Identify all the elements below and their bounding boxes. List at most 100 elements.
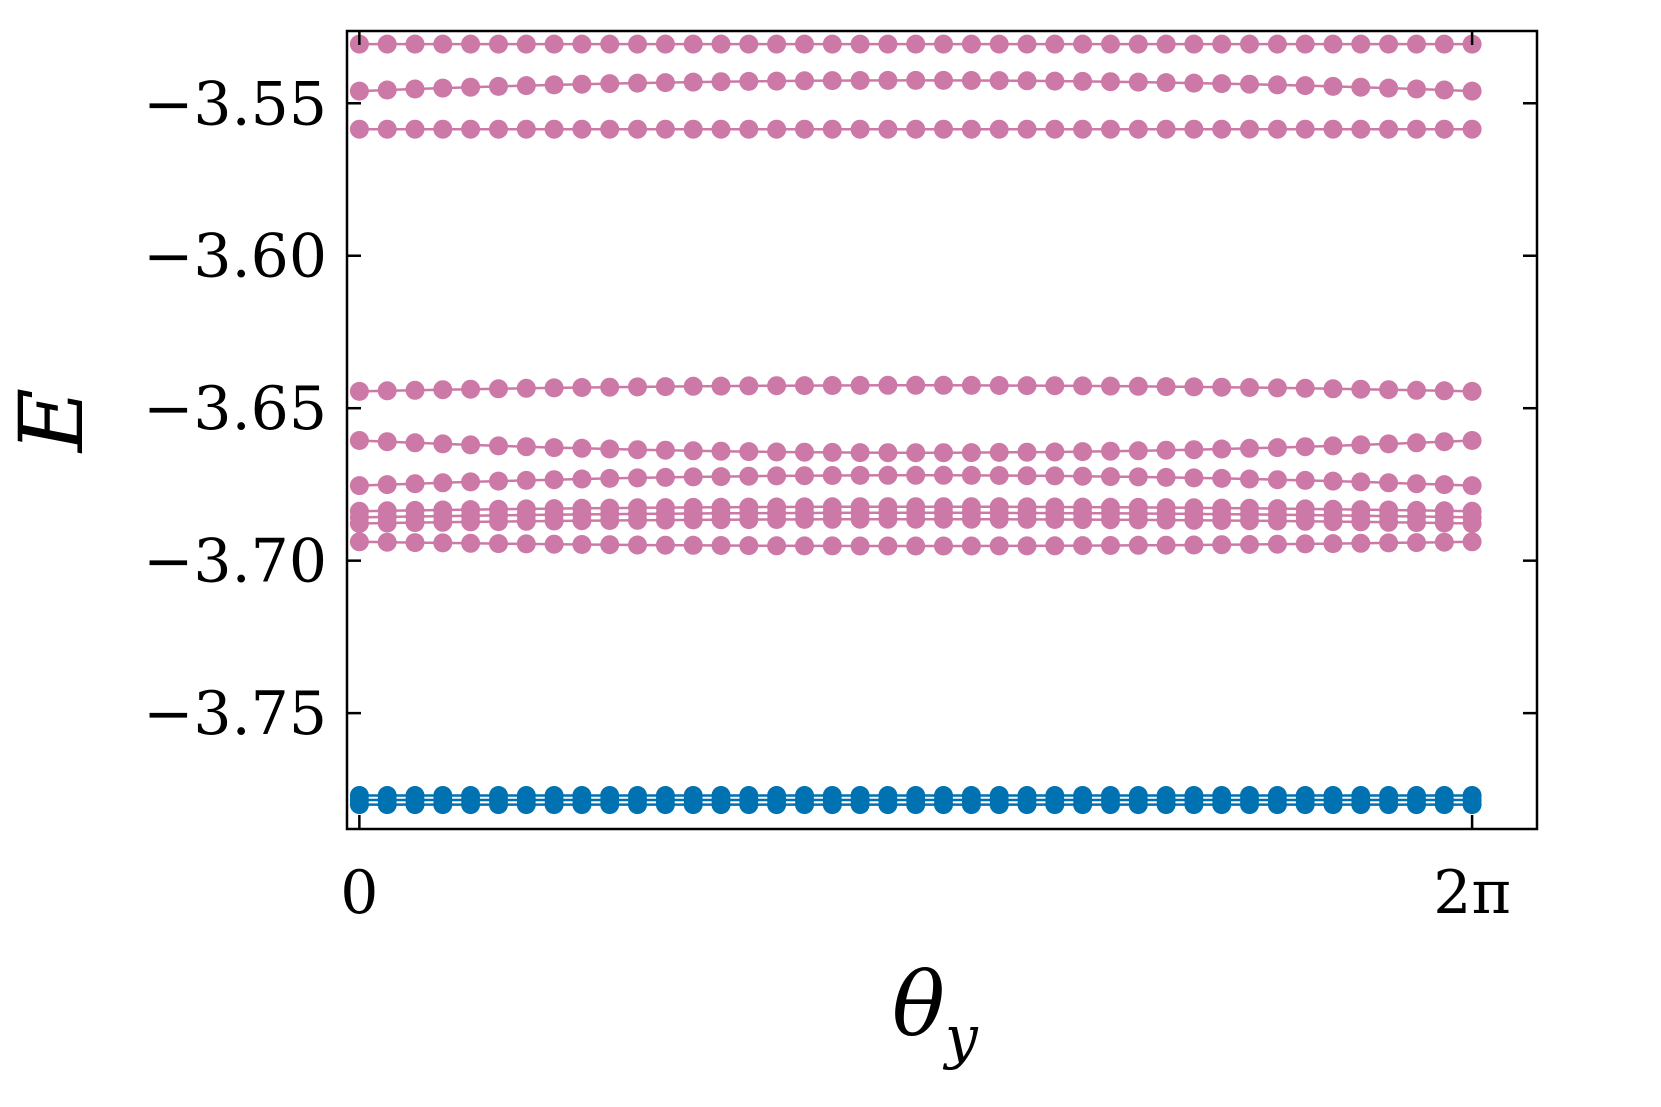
data-point [1407, 433, 1426, 453]
data-point [850, 375, 870, 395]
data-point [1379, 119, 1399, 139]
data-point [1379, 34, 1399, 54]
data-point [906, 443, 926, 463]
data-point [1407, 119, 1426, 139]
data-point [961, 443, 981, 463]
data-point [1184, 795, 1204, 815]
data-point [989, 442, 1009, 462]
data-point [1240, 438, 1259, 458]
data-point [989, 119, 1009, 139]
data-point [934, 443, 953, 463]
data-point [1184, 535, 1204, 555]
data-point [711, 510, 731, 530]
data-point [878, 536, 898, 556]
data-point [1434, 795, 1454, 815]
data-point [489, 795, 508, 815]
x-tick-label: 2π [1433, 858, 1511, 928]
data-point [544, 511, 564, 531]
data-point [628, 440, 647, 460]
data-point [961, 375, 981, 395]
data-point [1073, 71, 1093, 91]
data-point [572, 469, 592, 489]
data-point [1323, 76, 1343, 96]
data-point [961, 119, 981, 139]
data-point [489, 119, 508, 139]
data-point [1323, 512, 1343, 532]
data-point [572, 378, 592, 397]
data-point [1379, 512, 1399, 532]
data-point [1045, 466, 1065, 486]
data-point [850, 536, 870, 556]
data-point [1295, 437, 1315, 457]
data-point [544, 470, 564, 490]
data-point [655, 377, 675, 397]
data-point [822, 536, 842, 556]
data-point [1351, 77, 1371, 97]
data-point [544, 795, 564, 815]
data-point [433, 473, 453, 493]
data-point [572, 511, 592, 531]
data-point [1101, 536, 1120, 555]
data-point [1267, 34, 1287, 54]
data-point [795, 466, 814, 486]
data-point [1073, 795, 1093, 815]
data-point [405, 433, 425, 453]
data-point [739, 376, 759, 396]
data-point [349, 795, 369, 815]
data-point [906, 375, 926, 395]
data-point [349, 119, 369, 139]
data-point [1434, 513, 1454, 533]
data-point [1073, 119, 1093, 139]
data-point [349, 81, 369, 101]
data-point [1212, 468, 1232, 488]
data-point [961, 71, 981, 90]
series-upper-5 [349, 465, 1482, 496]
data-point [1434, 119, 1454, 139]
data-point [655, 34, 675, 54]
data-point [377, 119, 397, 139]
series-upper-0 [349, 34, 1482, 54]
data-point [767, 376, 787, 396]
data-point [544, 34, 564, 54]
data-point [878, 375, 898, 395]
data-point [655, 535, 675, 555]
data-point [795, 536, 814, 556]
data-point [600, 34, 620, 54]
data-point [572, 119, 592, 139]
data-point [1462, 81, 1482, 101]
data-point [878, 119, 898, 139]
data-point [1240, 74, 1259, 94]
data-point [683, 510, 703, 530]
data-point [1351, 533, 1371, 553]
data-point [1323, 436, 1343, 456]
data-point [739, 34, 759, 54]
data-point [850, 119, 870, 139]
data-point [711, 536, 731, 555]
data-point [822, 795, 842, 815]
data-point [1156, 440, 1176, 460]
data-point [1212, 377, 1232, 397]
data-point [628, 468, 647, 488]
data-point [795, 442, 814, 462]
data-point [1351, 512, 1371, 532]
data-point [906, 34, 926, 54]
y-tick-label: −3.55 [143, 69, 327, 139]
data-point [1073, 536, 1093, 556]
data-point [1462, 476, 1482, 496]
data-point [767, 795, 787, 815]
data-point [1017, 795, 1037, 815]
data-point [655, 73, 675, 93]
data-point [516, 511, 536, 531]
data-point [1462, 532, 1482, 552]
data-point [767, 466, 787, 486]
data-point [1351, 119, 1371, 139]
data-point [961, 465, 981, 485]
data-point [461, 119, 481, 139]
data-point [405, 119, 425, 139]
data-point [349, 532, 369, 552]
data-point [461, 512, 481, 532]
data-point [433, 512, 453, 532]
data-point [433, 380, 453, 400]
data-point [1434, 532, 1454, 552]
data-point [1017, 466, 1037, 486]
